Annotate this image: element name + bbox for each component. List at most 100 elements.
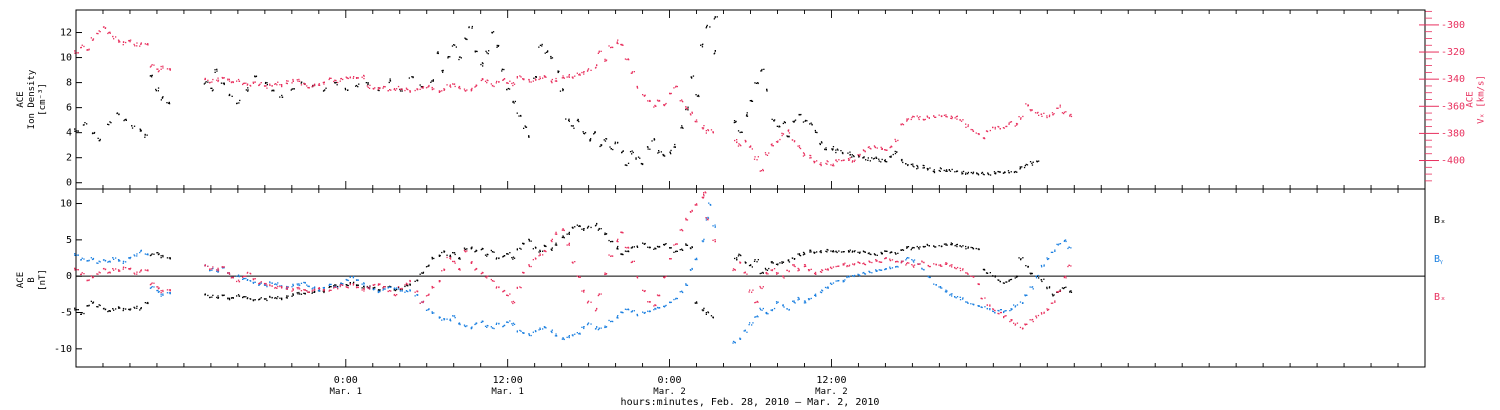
velocity-point: [675, 86, 677, 88]
field-point-2: [454, 262, 456, 264]
field-point-0: [833, 251, 835, 253]
field-point-0: [842, 251, 845, 253]
field-point-0: [347, 284, 349, 287]
field-point-1: [1016, 304, 1019, 306]
field-point-0: [945, 244, 947, 246]
field-point-2: [1022, 327, 1024, 329]
field-point-2: [1037, 314, 1040, 317]
velocity-point: [405, 87, 408, 89]
field-point-0: [830, 250, 832, 252]
density-point: [669, 151, 671, 153]
field-point-2: [981, 298, 983, 300]
velocity-point: [751, 148, 753, 150]
field-point-0: [771, 262, 773, 264]
field-point-2: [357, 286, 359, 289]
density-point: [513, 102, 515, 104]
field-point-2: [300, 290, 303, 292]
field-point-2: [595, 309, 597, 311]
field-point-0: [276, 297, 278, 300]
field-point-0: [313, 291, 316, 293]
field-point-1: [463, 324, 466, 326]
velocity-point: [1014, 125, 1016, 127]
field-point-2: [695, 203, 698, 205]
field-point-0: [422, 271, 425, 273]
field-point-2: [276, 287, 278, 289]
density-point: [508, 88, 511, 90]
field-point-1: [967, 302, 969, 304]
density-point: [1023, 166, 1026, 169]
density-point: [562, 88, 564, 90]
velocity-point: [804, 154, 806, 156]
velocity-point: [951, 117, 953, 120]
velocity-point: [317, 84, 320, 86]
velocity-point: [737, 145, 740, 147]
density-point: [131, 125, 133, 127]
velocity-point: [140, 43, 142, 45]
field-point-0: [926, 244, 929, 246]
field-point-2: [568, 244, 570, 246]
velocity-point: [377, 88, 379, 91]
field-point-2: [612, 255, 614, 257]
field-point-0: [868, 252, 870, 254]
field-point-0: [744, 261, 746, 263]
field-point-1: [80, 259, 82, 261]
field-point-2: [829, 267, 832, 269]
field-point-2: [739, 262, 741, 264]
field-point-2: [998, 313, 1000, 315]
field-point-2: [835, 265, 837, 268]
field-point-2: [92, 276, 95, 278]
field-point-1: [512, 324, 514, 326]
field-point-0: [1003, 282, 1005, 284]
field-point-0: [118, 307, 120, 309]
velocity-point: [369, 84, 371, 86]
field-point-0: [414, 280, 416, 282]
field-point-1: [776, 302, 778, 304]
field-point-1: [633, 310, 635, 312]
field-point-0: [587, 225, 590, 227]
field-point-2: [665, 275, 667, 277]
density-point: [603, 139, 605, 141]
velocity-point: [874, 146, 876, 148]
field-point-0: [676, 250, 678, 252]
velocity-point: [702, 128, 704, 130]
velocity-point: [119, 41, 121, 43]
velocity-point: [1030, 110, 1032, 112]
velocity-point: [757, 156, 759, 158]
field-point-0: [169, 257, 171, 259]
density-point: [247, 89, 249, 91]
field-point-1: [863, 271, 865, 274]
field-point-1: [819, 291, 822, 293]
field-point-1: [992, 310, 994, 312]
density-point: [228, 93, 231, 96]
velocity-point: [366, 85, 368, 87]
field-point-1: [621, 311, 623, 314]
field-point-2: [109, 271, 111, 273]
field-point-1: [814, 294, 816, 296]
field-point-0: [544, 245, 546, 247]
field-point-0: [369, 285, 371, 287]
velocity-point: [291, 82, 293, 84]
field-point-2: [91, 276, 94, 279]
field-point-2: [815, 273, 817, 275]
field-point-1: [1068, 246, 1070, 248]
density-point: [878, 160, 880, 162]
field-point-2: [631, 261, 633, 263]
field-point-2: [520, 287, 522, 289]
field-point-1: [579, 333, 581, 335]
field-point-1: [102, 259, 105, 261]
field-point-0: [298, 291, 300, 294]
velocity-point: [608, 45, 610, 47]
field-point-1: [77, 254, 79, 256]
velocity-point: [782, 133, 784, 135]
velocity-point: [654, 105, 657, 107]
density-point: [144, 133, 146, 136]
field-point-2: [626, 247, 628, 249]
field-point-0: [803, 252, 805, 254]
density-point: [408, 77, 410, 79]
field-point-2: [538, 255, 540, 257]
field-point-2: [770, 269, 772, 271]
field-point-1: [690, 269, 692, 271]
density-point: [573, 127, 575, 129]
field-point-0: [696, 302, 698, 304]
density-point: [994, 172, 996, 175]
